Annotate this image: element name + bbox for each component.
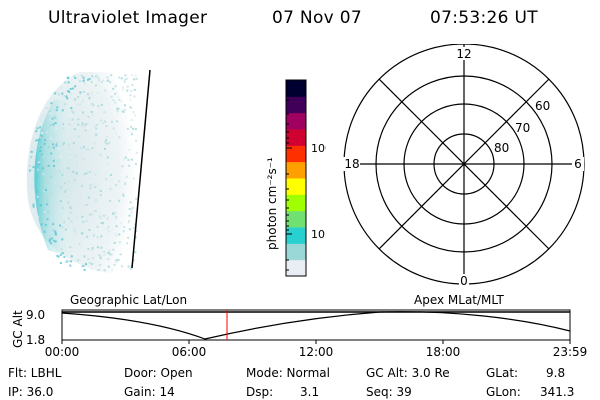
info-glat-value: 9.8	[546, 366, 566, 380]
mlt-label-18: 18	[344, 157, 359, 171]
colorbar: 100 10 photon cm⁻²s⁻¹	[256, 70, 332, 290]
speckle-texture	[28, 74, 138, 272]
colorbar-stripe	[286, 161, 306, 179]
mlt-label-12: 12	[456, 47, 471, 61]
info-door: Door: Open	[124, 366, 193, 380]
colorbar-tick-10: 10	[311, 228, 325, 241]
colorbar-stripe	[286, 112, 306, 130]
colorbar-stripe	[286, 96, 306, 114]
mlt-label-0: 0	[460, 274, 468, 288]
x-tick-0000: 00:00	[45, 345, 80, 359]
colorbar-stripe	[286, 129, 306, 146]
x-tick-2359: 23:59	[553, 345, 588, 359]
terminator-line	[131, 69, 151, 269]
colorbar-stripe	[286, 145, 306, 163]
info-glon-label: GLon:	[486, 385, 521, 399]
info-seq: Seq: 39	[366, 385, 412, 399]
colorbar-stripe	[286, 210, 306, 228]
uv-image	[18, 60, 243, 280]
colorbar-stripe	[286, 227, 306, 244]
y-tick-9: 9.0	[26, 308, 45, 322]
info-gcalt: GC Alt: 3.0 Re	[366, 366, 450, 380]
lat-label-60: 60	[535, 99, 550, 113]
orbit-altitude-curve	[61, 311, 571, 340]
colorbar-stripe	[286, 178, 306, 195]
x-tick-0600: 06:00	[172, 345, 207, 359]
date-label: 07 Nov 07	[272, 8, 362, 28]
info-dsp-label: Dsp:	[246, 385, 274, 399]
info-mode: Mode: Normal	[246, 366, 330, 380]
lat-label-80: 80	[494, 141, 509, 155]
mlt-label-6: 6	[574, 157, 582, 171]
lat-label-70: 70	[515, 121, 530, 135]
plot-frame	[61, 309, 571, 341]
instrument-title: Ultraviolet Imager	[48, 8, 208, 28]
x-tick-1200: 12:00	[299, 345, 334, 359]
info-ip: IP: 36.0	[8, 385, 54, 399]
info-dsp-value: 3.1	[300, 385, 320, 399]
polar-grid: 12 18 6 0 60 70 80	[338, 43, 594, 296]
geo-latlon-label: Geographic Lat/Lon	[70, 293, 187, 307]
colorbar-stripe	[286, 194, 306, 212]
colorbar-stripe	[286, 259, 306, 277]
info-flt: Flt: LBHL	[8, 366, 62, 380]
y-tick-1-8: 1.8	[26, 333, 45, 347]
uv-image-svg	[26, 69, 151, 275]
x-tick-1800: 18:00	[426, 345, 461, 359]
colorbar-frame	[285, 79, 307, 277]
gc-alt-axis-title: GC Alt	[11, 310, 25, 348]
diagonal-2	[378, 78, 550, 250]
time-label: 07:53:26 UT	[430, 8, 538, 28]
colorbar-tick-100: 100	[311, 142, 326, 155]
altitude-plot: Geographic Lat/Lon Apex MLat/MLT GC Alt …	[0, 290, 600, 362]
colorbar-scale	[286, 80, 306, 277]
info-glon-value: 341.3	[540, 385, 575, 399]
info-gain: Gain: 14	[124, 385, 175, 399]
apex-mlat-label: Apex MLat/MLT	[414, 293, 504, 307]
colorbar-unit-label: photon cm⁻²s⁻¹	[265, 157, 279, 250]
info-glat-label: GLat:	[486, 366, 519, 380]
colorbar-stripe	[286, 243, 306, 261]
colorbar-stripe	[286, 80, 306, 97]
